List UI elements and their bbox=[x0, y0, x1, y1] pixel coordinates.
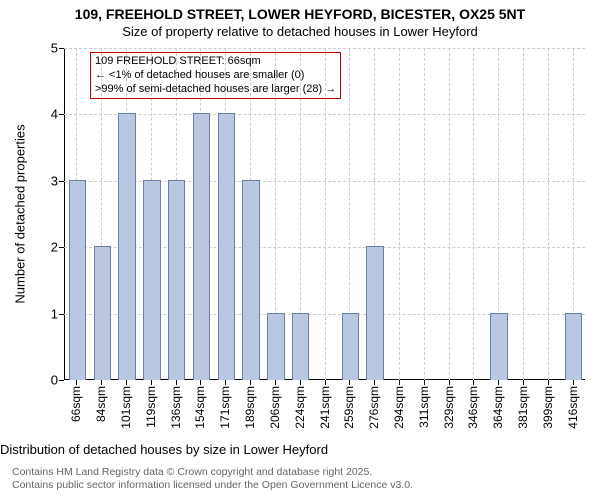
xtick-mark bbox=[151, 380, 152, 385]
footer-attribution: Contains HM Land Registry data © Crown c… bbox=[0, 466, 413, 492]
xtick-label: 259sqm bbox=[342, 386, 356, 429]
xtick-label: 381sqm bbox=[516, 386, 530, 429]
xtick-mark bbox=[523, 380, 524, 385]
x-axis-label: Distribution of detached houses by size … bbox=[0, 442, 600, 457]
xtick-label: 241sqm bbox=[318, 386, 332, 429]
footer-line-2: Contains public sector information licen… bbox=[12, 479, 413, 492]
bar bbox=[366, 246, 383, 380]
xtick-mark bbox=[225, 380, 226, 385]
bar bbox=[565, 313, 582, 380]
gridline-v bbox=[424, 48, 425, 380]
ytick-label: 5 bbox=[51, 41, 58, 56]
xtick-label: 224sqm bbox=[293, 386, 307, 429]
ytick-mark bbox=[59, 314, 64, 315]
annotation-line-3: >99% of semi-detached houses are larger … bbox=[95, 83, 336, 97]
bar bbox=[490, 313, 507, 380]
xtick-label: 276sqm bbox=[367, 386, 381, 429]
bar bbox=[267, 313, 284, 380]
bar bbox=[118, 113, 135, 380]
bar bbox=[193, 113, 210, 380]
xtick-mark bbox=[374, 380, 375, 385]
annotation-line-1: 109 FREEHOLD STREET: 66sqm bbox=[95, 55, 336, 69]
ytick-mark bbox=[59, 48, 64, 49]
callout-annotation: 109 FREEHOLD STREET: 66sqm ← <1% of deta… bbox=[90, 52, 341, 99]
bar bbox=[69, 180, 86, 380]
xtick-label: 399sqm bbox=[541, 386, 555, 429]
ytick-mark bbox=[59, 114, 64, 115]
bar bbox=[342, 313, 359, 380]
gridline-v bbox=[523, 48, 524, 380]
xtick-mark bbox=[250, 380, 251, 385]
ytick-label: 1 bbox=[51, 306, 58, 321]
chart-title-line2: Size of property relative to detached ho… bbox=[0, 24, 600, 40]
xtick-label: 119sqm bbox=[144, 386, 158, 428]
gridline-v bbox=[473, 48, 474, 380]
xtick-label: 189sqm bbox=[243, 386, 257, 429]
xtick-mark bbox=[399, 380, 400, 385]
xtick-mark bbox=[300, 380, 301, 385]
xtick-mark bbox=[449, 380, 450, 385]
xtick-label: 346sqm bbox=[466, 386, 480, 429]
ytick-label: 2 bbox=[51, 240, 58, 255]
chart-title-line1: 109, FREEHOLD STREET, LOWER HEYFORD, BIC… bbox=[0, 6, 600, 23]
bar bbox=[143, 180, 160, 380]
xtick-label: 101sqm bbox=[119, 386, 133, 429]
xtick-mark bbox=[498, 380, 499, 385]
xtick-label: 136sqm bbox=[169, 386, 183, 429]
xtick-label: 416sqm bbox=[566, 386, 580, 429]
xtick-mark bbox=[76, 380, 77, 385]
annotation-line-2: ← <1% of detached houses are smaller (0) bbox=[95, 69, 336, 83]
xtick-label: 66sqm bbox=[69, 386, 83, 422]
chart-container: 109, FREEHOLD STREET, LOWER HEYFORD, BIC… bbox=[0, 0, 600, 500]
bar bbox=[94, 246, 111, 380]
bar bbox=[292, 313, 309, 380]
bar bbox=[218, 113, 235, 380]
xtick-label: 364sqm bbox=[491, 386, 505, 429]
ytick-mark bbox=[59, 247, 64, 248]
xtick-mark bbox=[573, 380, 574, 385]
xtick-mark bbox=[126, 380, 127, 385]
xtick-mark bbox=[473, 380, 474, 385]
xtick-mark bbox=[325, 380, 326, 385]
xtick-mark bbox=[275, 380, 276, 385]
bar bbox=[242, 180, 259, 380]
xtick-mark bbox=[176, 380, 177, 385]
xtick-label: 154sqm bbox=[193, 386, 207, 429]
xtick-mark bbox=[548, 380, 549, 385]
ytick-mark bbox=[59, 380, 64, 381]
ytick-label: 3 bbox=[51, 173, 58, 188]
ytick-label: 0 bbox=[51, 373, 58, 388]
axis-left bbox=[64, 48, 65, 380]
gridline-v bbox=[548, 48, 549, 380]
xtick-label: 171sqm bbox=[218, 386, 232, 429]
ytick-mark bbox=[59, 181, 64, 182]
xtick-mark bbox=[200, 380, 201, 385]
xtick-label: 206sqm bbox=[268, 386, 282, 429]
xtick-mark bbox=[101, 380, 102, 385]
xtick-mark bbox=[349, 380, 350, 385]
gridline-v bbox=[449, 48, 450, 380]
xtick-label: 294sqm bbox=[392, 386, 406, 429]
xtick-label: 84sqm bbox=[94, 386, 108, 422]
bar bbox=[168, 180, 185, 380]
xtick-label: 329sqm bbox=[442, 386, 456, 429]
gridline-v bbox=[399, 48, 400, 380]
ytick-label: 4 bbox=[51, 107, 58, 122]
xtick-mark bbox=[424, 380, 425, 385]
y-axis-label: Number of detached properties bbox=[13, 124, 28, 303]
footer-line-1: Contains HM Land Registry data © Crown c… bbox=[12, 466, 413, 479]
xtick-label: 311sqm bbox=[417, 386, 431, 428]
